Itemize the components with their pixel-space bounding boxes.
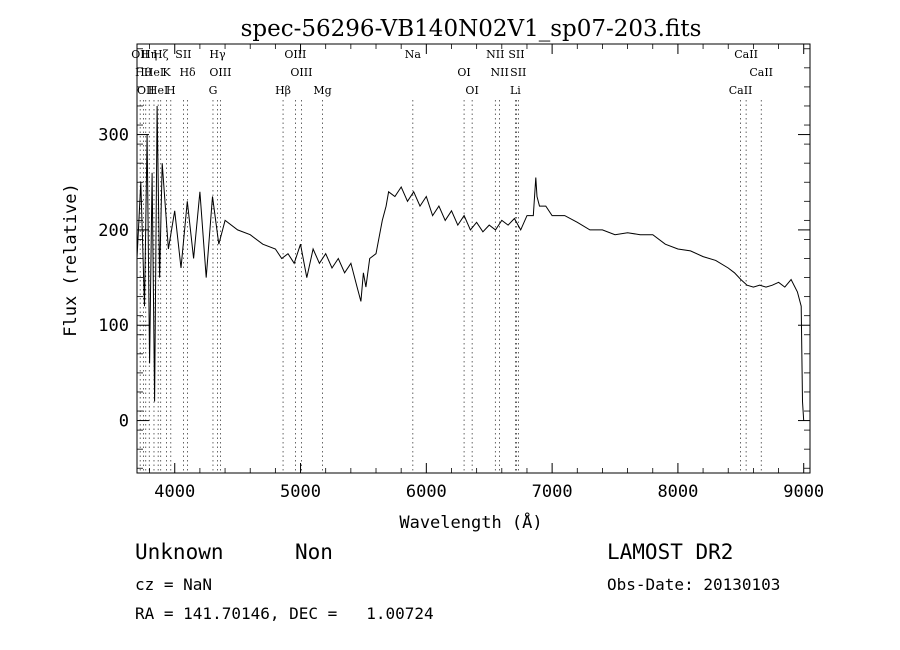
y-tick-label: 100	[98, 316, 129, 336]
spectral-line-label: CaII	[734, 48, 758, 61]
spectral-line-label: OI	[457, 66, 470, 79]
spectral-line-label: OI	[465, 84, 478, 97]
spectral-line-label: Hθ	[135, 66, 152, 79]
spectral-line-label: HeI	[148, 84, 168, 97]
coordinates: RA = 141.70146, DEC = 1.00724	[135, 604, 434, 623]
redshift-cz: cz = NaN	[135, 575, 213, 594]
y-tick-label: 0	[119, 412, 129, 432]
x-tick-label: 7000	[532, 482, 573, 502]
spectral-line-label: Hβ	[275, 84, 291, 97]
x-tick-label: 8000	[657, 482, 698, 502]
x-tick-label: 4000	[154, 482, 195, 502]
observation-date: Obs-Date: 20130103	[607, 575, 781, 594]
y-tick-label: 200	[98, 221, 129, 241]
spectral-line-label: NII	[491, 66, 509, 79]
x-tick-label: 9000	[783, 482, 824, 502]
spectral-line-label: OIII	[209, 66, 231, 79]
chart-title: spec-56296-VB140N02V1_sp07-203.fits	[241, 16, 702, 42]
spectral-class: Unknown	[135, 540, 224, 564]
spectral-line-label: G	[209, 84, 218, 97]
spectral-line-label: SII	[508, 48, 524, 61]
spectral-line-label: K	[162, 66, 171, 79]
survey-name: LAMOST DR2	[607, 540, 734, 564]
spectrum-series-line	[136, 105, 805, 421]
spectral-line-label: OIII	[290, 66, 312, 79]
plot-area: OIIHθOIIHηHeIHeIHζKHSIIHδGHγOIIIHβOIIIOI…	[98, 43, 824, 502]
spectral-line-label: OII	[131, 48, 149, 61]
y-axis-label: Flux (relative)	[61, 183, 81, 337]
x-tick-label: 6000	[406, 482, 447, 502]
spectral-line-label: SII	[175, 48, 191, 61]
spectral-line-label: H	[166, 84, 176, 97]
spectral-line-label: HeI	[144, 66, 164, 79]
x-tick-label: 5000	[280, 482, 321, 502]
spectral-line-label: Li	[510, 84, 521, 97]
spectral-line-label: Hγ	[209, 48, 226, 61]
spectral-line-label: NII	[486, 48, 504, 61]
x-axis-label: Wavelength (Å)	[399, 511, 542, 533]
spectral-line-label: Hδ	[179, 66, 196, 79]
spectral-line-label: CaII	[729, 84, 753, 97]
spectral-line-label: Hζ	[153, 48, 169, 61]
spectral-subclass: Non	[295, 540, 333, 564]
spectral-line-label: OIII	[284, 48, 306, 61]
spectral-line-label: Na	[405, 48, 422, 61]
spectral-line-label: CaII	[749, 66, 773, 79]
spectral-line-label: SII	[510, 66, 526, 79]
y-tick-label: 300	[98, 126, 129, 146]
spectral-line-label: Hη	[141, 48, 157, 61]
spectral-line-label: Mg	[313, 84, 331, 97]
